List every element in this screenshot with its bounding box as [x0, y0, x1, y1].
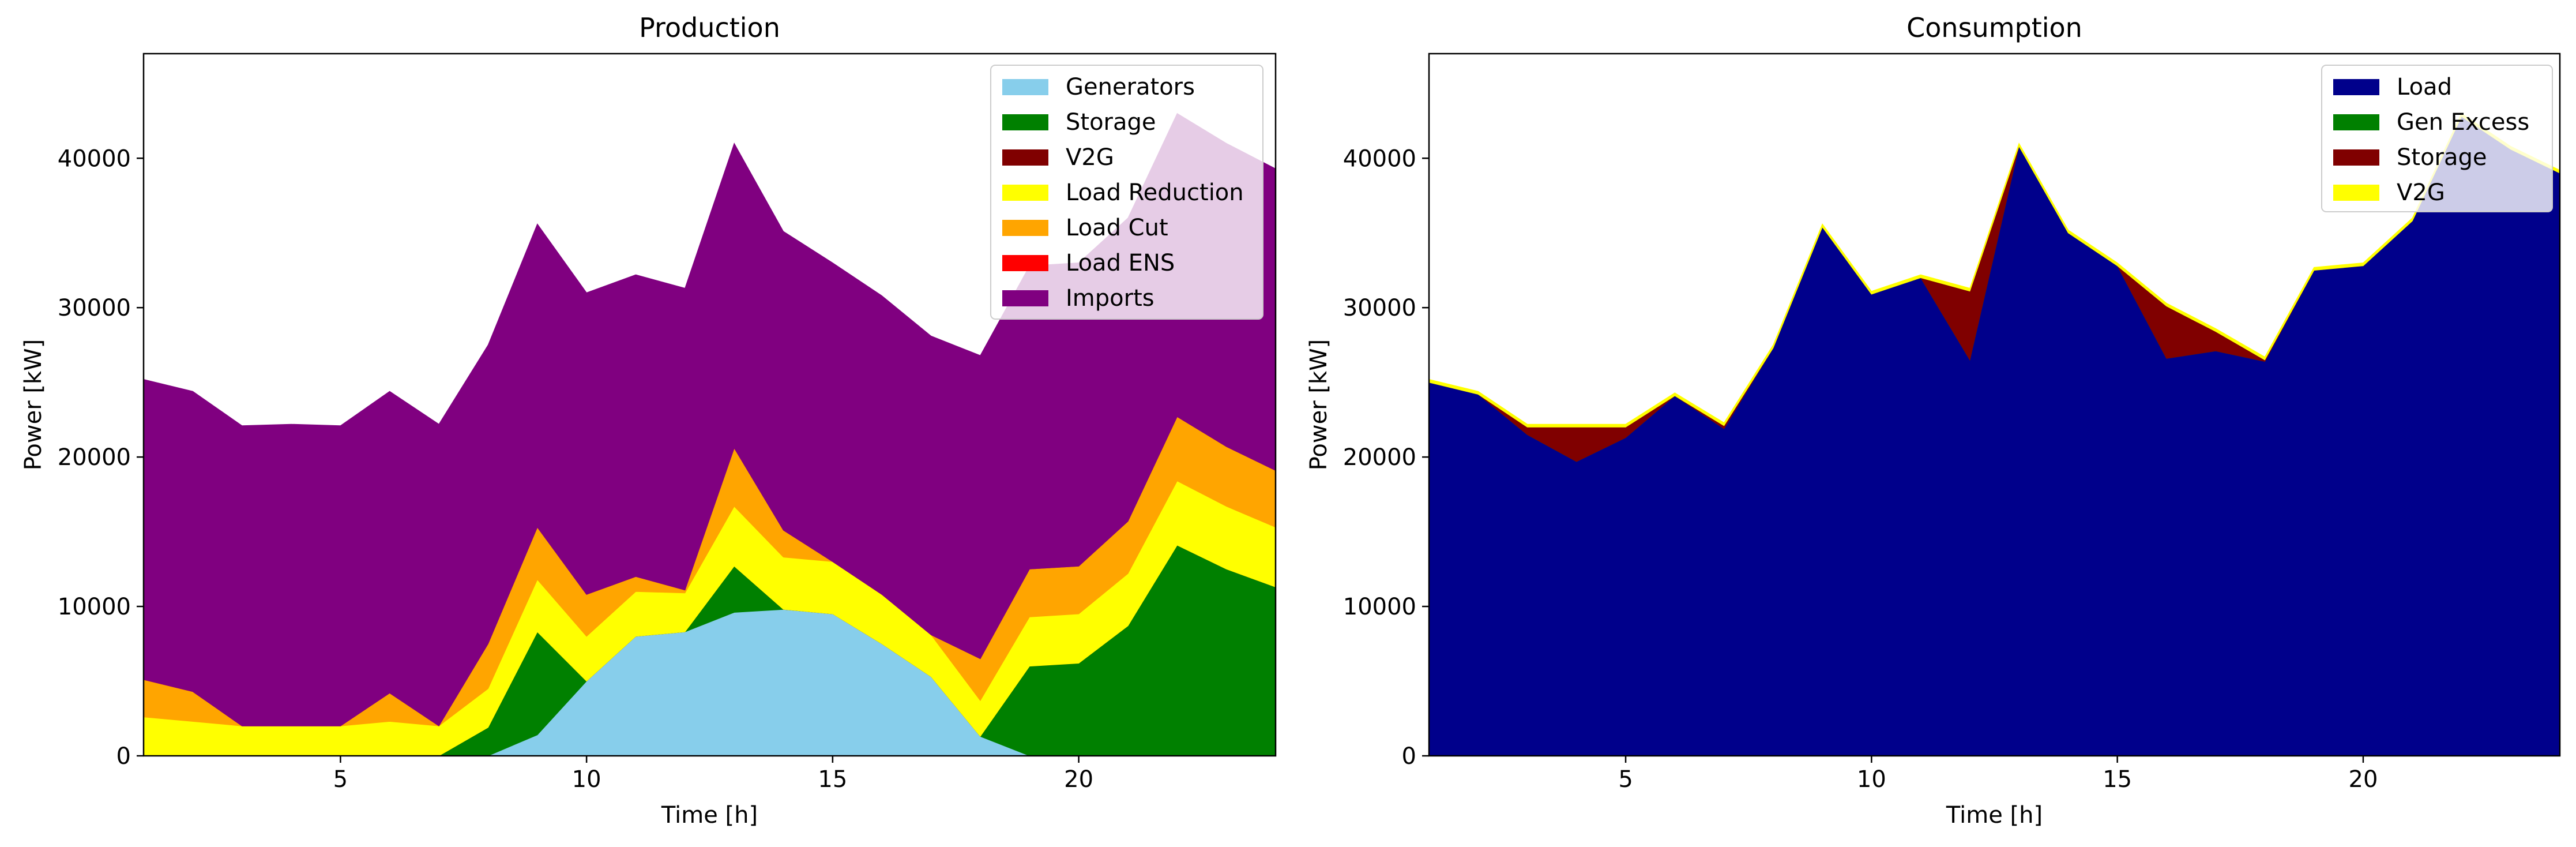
- plot-frame: [1428, 53, 2561, 757]
- chart-title: Production: [639, 12, 780, 43]
- legend-swatch-gen-excess: [2333, 114, 2379, 130]
- legend-label-load: Load: [2397, 74, 2452, 100]
- x-axis-label: Time [h]: [1946, 802, 2043, 829]
- y-tick-label: 30000: [1343, 295, 1416, 321]
- legend-swatch-load-reduction: [1002, 185, 1048, 201]
- legend-label-gen-excess: Gen Excess: [2397, 109, 2529, 136]
- x-tick-label: 10: [572, 766, 601, 793]
- y-axis-label: Power [kW]: [1306, 339, 1332, 471]
- x-tick-label: 5: [1618, 766, 1633, 793]
- y-tick-label: 30000: [58, 295, 131, 321]
- x-tick-label: 20: [1064, 766, 1093, 793]
- legend-label-storage: Storage: [1066, 109, 1156, 136]
- legend-label-imports: Imports: [1066, 285, 1155, 312]
- y-tick-label: 20000: [58, 444, 131, 471]
- legend-box: [2321, 65, 2553, 212]
- y-tick-label: 20000: [1343, 444, 1416, 471]
- x-tick-label: 5: [333, 766, 348, 793]
- legend-swatch-load-ens: [1002, 255, 1048, 271]
- y-tick-label: 0: [1402, 743, 1416, 770]
- legend-label-load-ens: Load ENS: [1066, 250, 1175, 276]
- legend-label-load-reduction: Load Reduction: [1066, 179, 1244, 206]
- y-tick-label: 0: [116, 743, 131, 770]
- legend-swatch-load-cut: [1002, 220, 1048, 236]
- x-tick-label: 20: [2349, 766, 2378, 793]
- x-tick-label: 15: [2103, 766, 2132, 793]
- legend-label-storage: Storage: [2397, 144, 2487, 171]
- legend-swatch-v2g: [2333, 185, 2379, 201]
- y-tick-label: 10000: [1343, 594, 1416, 620]
- legend-swatch-generators: [1002, 79, 1048, 95]
- plot-frame: [142, 53, 1277, 757]
- production-chart: 5 10 15 20 0 10000 20000 30000 40000 Production Ti…: [20, 12, 1277, 829]
- legend-swatch-storage: [1002, 114, 1048, 130]
- legend-label-v2g: V2G: [1066, 144, 1114, 171]
- legend-label-v2g: V2G: [2397, 179, 2445, 206]
- legend-swatch-storage: [2333, 149, 2379, 166]
- chart-title: Consumption: [1906, 12, 2082, 43]
- legend-box: [990, 65, 1263, 320]
- y-tick-label: 40000: [58, 145, 131, 172]
- legend-label-generators: Generators: [1066, 74, 1195, 100]
- legend-swatch-load: [2333, 79, 2379, 95]
- consumption-chart: 5 10 15 20 0 10000 20000 30000 40000 Consumption T…: [1306, 12, 2561, 829]
- x-axis-label: Time [h]: [661, 802, 758, 829]
- legend-swatch-v2g: [1002, 149, 1048, 166]
- y-tick-label: 40000: [1343, 145, 1416, 172]
- y-axis-label: Power [kW]: [20, 339, 47, 471]
- x-tick-label: 10: [1857, 766, 1886, 793]
- x-tick-label: 15: [818, 766, 847, 793]
- y-tick-label: 10000: [58, 594, 131, 620]
- legend-label-load-cut: Load Cut: [1066, 215, 1168, 241]
- legend-swatch-imports: [1002, 290, 1048, 306]
